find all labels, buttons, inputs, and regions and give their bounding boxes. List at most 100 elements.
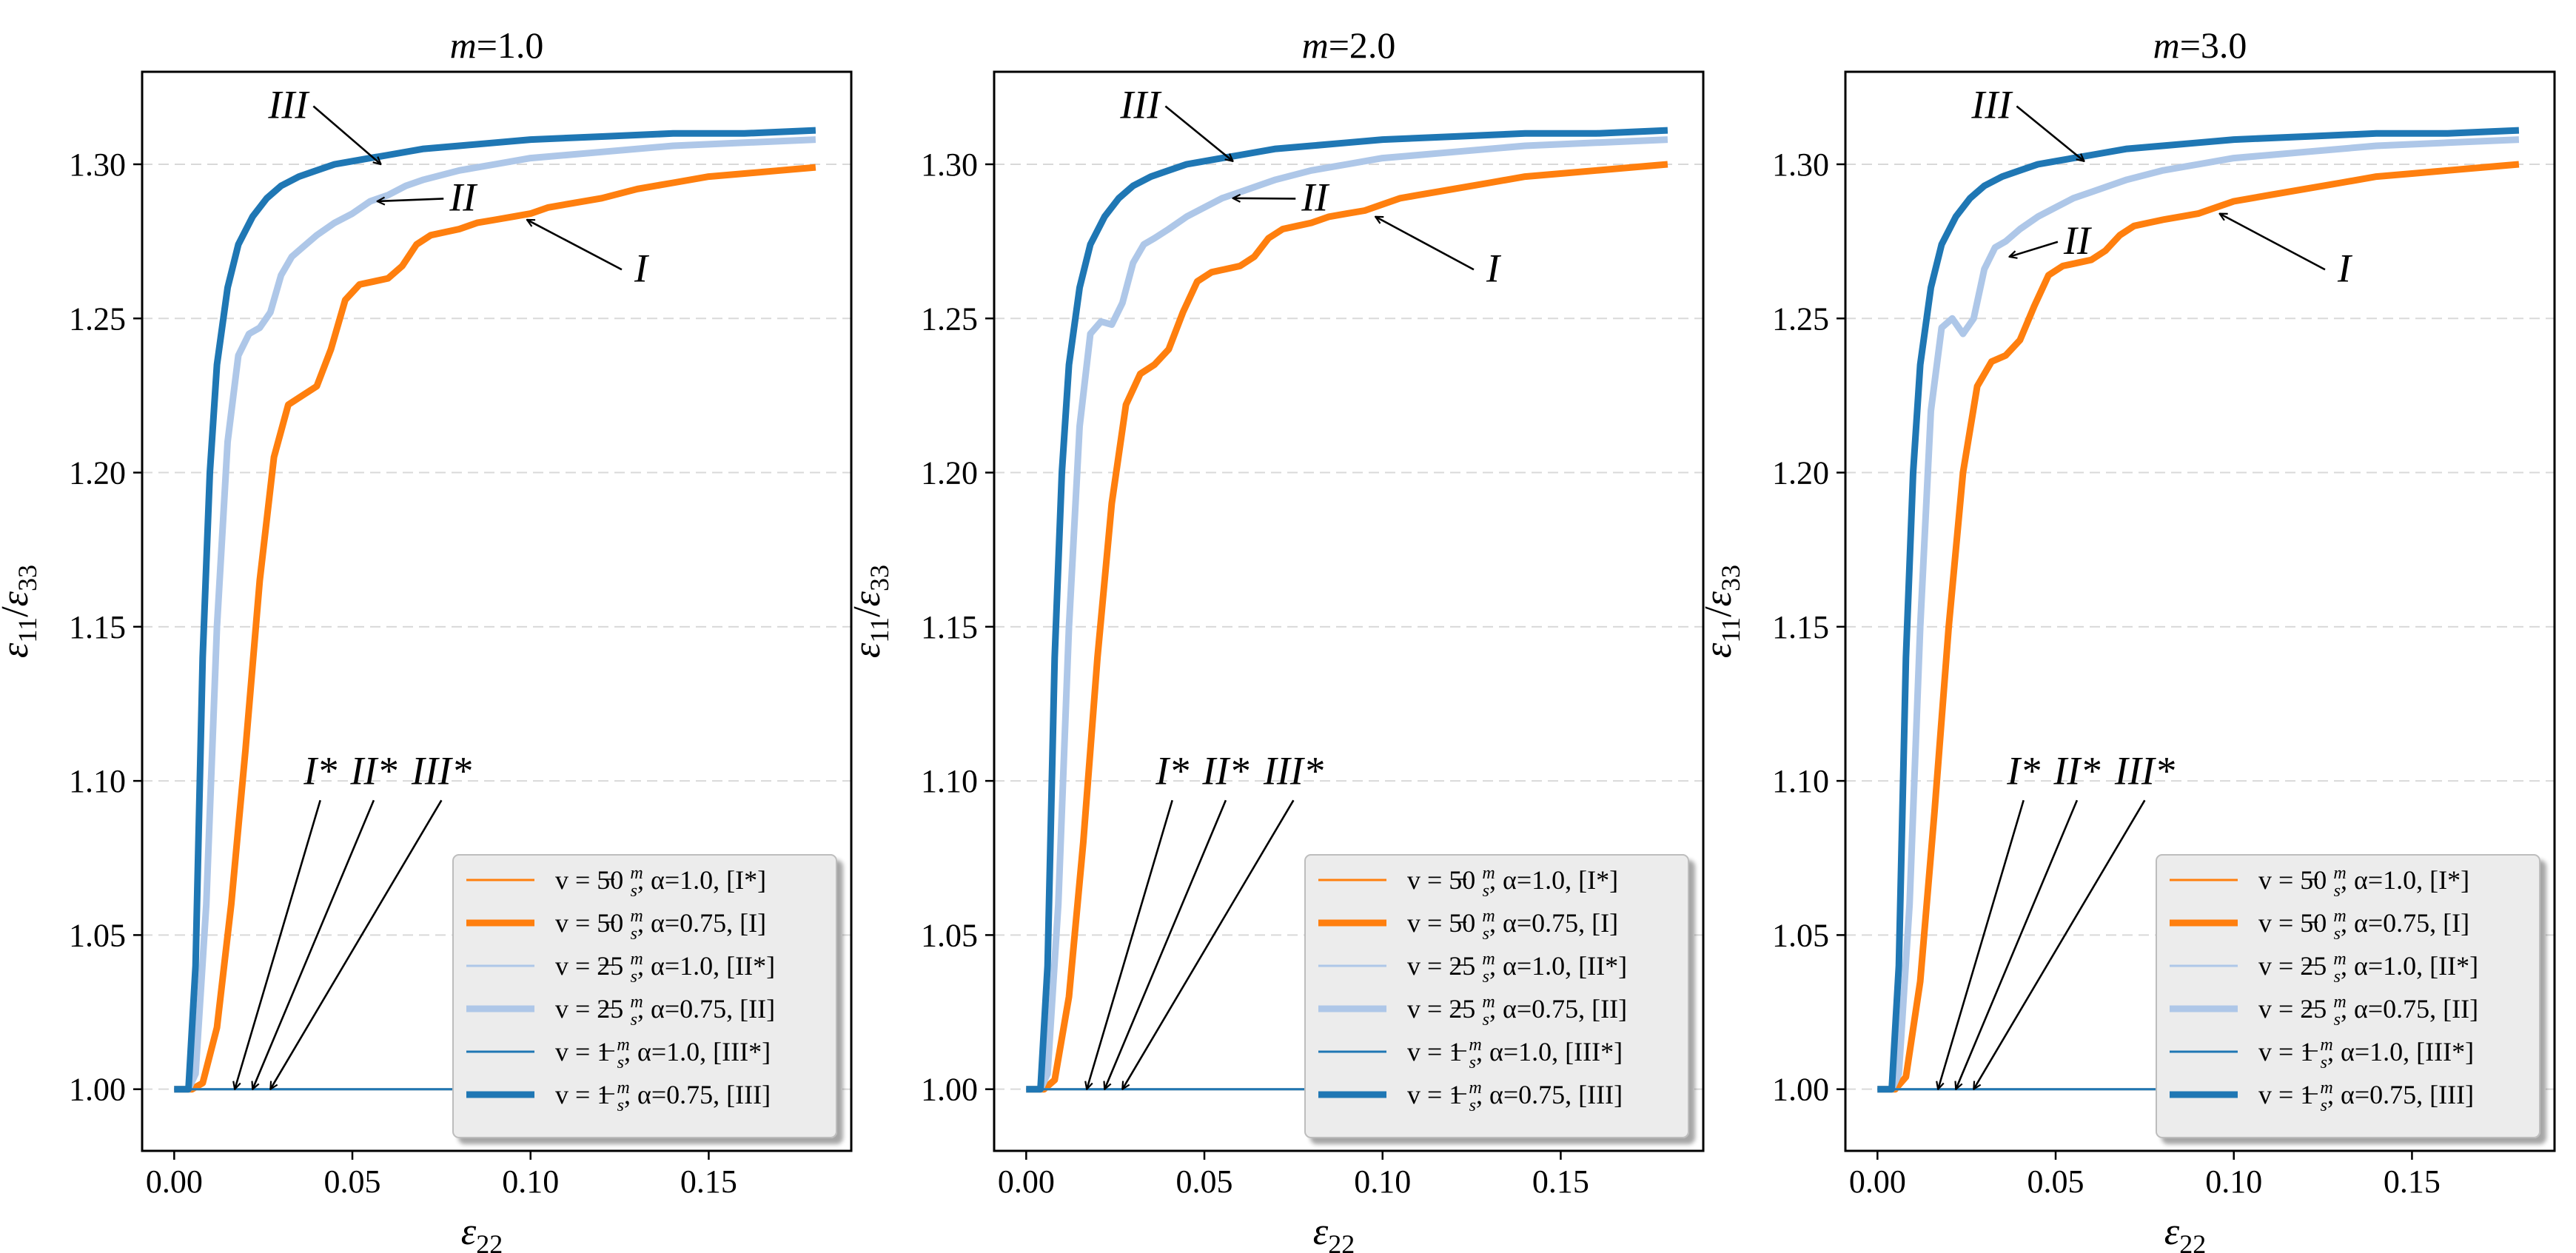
legend-unit-m: m — [1482, 864, 1495, 883]
legend-unit-m: m — [2333, 864, 2346, 883]
legend-unit-m: m — [2333, 950, 2346, 969]
legend-unit-s: s — [1483, 1010, 1489, 1029]
legend-entry: v = 1 m s, α=0.75, [III] — [555, 1078, 771, 1115]
legend-text-pre: v = 50 — [555, 908, 630, 938]
legend-entry: v = 25 m s, α=0.75, [II] — [2258, 992, 2478, 1029]
legend: v = 50 m s, α=1.0, [I*]v = 50 m s, α=0.75,… — [1304, 854, 1689, 1138]
x-label-sub: 22 — [2179, 1229, 2206, 1253]
title-value: =2.0 — [1329, 24, 1396, 66]
annotation-label: I* — [303, 748, 337, 793]
title-variable: m — [450, 24, 477, 66]
legend: v = 50 m s, α=1.0, [I*]v = 50 m s, α=0.75,… — [2156, 854, 2540, 1138]
y-tick-label: 1.30 — [921, 147, 978, 183]
y-tick-label: 1.20 — [1772, 455, 1829, 491]
series-line-6 — [174, 127, 816, 1093]
legend-entry: v = 1 m s, α=1.0, [III*] — [2258, 1035, 2474, 1072]
legend-entry: v = 25 m s, α=0.75, [II] — [555, 992, 775, 1029]
y-tick-label: 1.20 — [69, 455, 126, 491]
legend-text-post: , α=0.75, [I] — [1489, 908, 1618, 938]
legend-text-post: , α=1.0, [I*] — [637, 865, 766, 895]
annotation-arrow — [252, 799, 375, 1089]
annotation-arrow — [2016, 105, 2084, 161]
legend-text-post: , α=0.75, [III] — [624, 1080, 771, 1109]
annotation-label: II* — [1201, 748, 1249, 793]
y-tick-label: 1.00 — [1772, 1072, 1829, 1108]
panel-2: 1.00 1.05 1.10 1.15 1.20 1.25 1.30 0.00 0.05 0.10… — [846, 24, 1705, 1253]
x-tick-label: 0.05 — [2027, 1163, 2084, 1200]
y-tick-label: 1.10 — [921, 763, 978, 799]
panel-1: 1.00 1.05 1.10 1.15 1.20 1.25 1.30 0.00 0.05 0.10… — [0, 24, 853, 1253]
series-line-4 — [1877, 136, 2520, 1093]
series-line-4 — [174, 136, 816, 1093]
legend-unit-m: m — [2320, 1078, 2332, 1098]
annotation-label: I — [1486, 246, 1502, 290]
legend-text-post: , α=1.0, [I*] — [2341, 865, 2469, 895]
annotation-arrow — [1233, 198, 1296, 199]
legend-unit-s: s — [2334, 1010, 2341, 1029]
y-tick-label: 1.00 — [921, 1072, 978, 1108]
legend-text-post: , α=1.0, [III*] — [2327, 1037, 2474, 1066]
y-label-num-eps: ε — [0, 642, 36, 658]
x-tick-label: 0.00 — [1849, 1163, 1906, 1200]
legend-text-post: , α=0.75, [II] — [637, 994, 775, 1024]
annotation-label: III* — [411, 748, 472, 793]
x-label-eps: ε — [1313, 1211, 1329, 1253]
series-line-6 — [1877, 127, 2520, 1093]
annotation-arrow — [235, 799, 321, 1089]
annotation-label: I — [634, 246, 650, 290]
y-axis-label: ε11/ε33 — [846, 565, 894, 658]
legend-text-post: , α=1.0, [II*] — [637, 951, 775, 981]
y-label-num-eps: ε — [1697, 642, 1740, 658]
y-tick-label: 1.00 — [69, 1072, 126, 1108]
legend-entry: v = 1 m s, α=1.0, [III*] — [555, 1035, 771, 1072]
legend-text-pre: v = 50 — [2258, 865, 2333, 895]
legend-unit-m: m — [1482, 907, 1495, 926]
x-label-eps: ε — [461, 1211, 477, 1253]
series-line-4 — [1026, 136, 1668, 1093]
y-label-den-eps: ε — [846, 591, 888, 606]
legend-entry: v = 25 m s, α=1.0, [II*] — [555, 950, 775, 987]
y-label-slash: / — [1697, 606, 1740, 617]
series-line-2 — [1877, 161, 2520, 1093]
legend-unit-s: s — [2334, 881, 2341, 901]
annotation-arrow — [2009, 241, 2059, 257]
legend-unit-s: s — [2334, 924, 2341, 944]
plot-frame — [141, 70, 853, 1152]
legend-text-post: , α=1.0, [III*] — [624, 1037, 771, 1066]
legend-entry: v = 50 m s, α=1.0, [I*] — [1407, 864, 1618, 901]
x-tick-label: 0.05 — [324, 1163, 381, 1200]
legend-unit-s: s — [631, 881, 637, 901]
y-label-den-eps: ε — [0, 591, 36, 606]
legend-text-pre: v = 25 — [1407, 994, 1482, 1024]
annotation-label: III — [1970, 82, 2013, 127]
legend-entry: v = 50 m s, α=0.75, [I] — [2258, 907, 2469, 944]
legend-unit-s: s — [1469, 1096, 1476, 1115]
y-tick-label: 1.30 — [1772, 147, 1829, 183]
annotation-label: II* — [2053, 748, 2100, 793]
legend-unit-m: m — [630, 864, 643, 883]
y-tick-label: 1.10 — [1772, 763, 1829, 799]
legend-unit-m: m — [1469, 1078, 1481, 1098]
title-value: =1.0 — [477, 24, 544, 66]
panel-3: 1.00 1.05 1.10 1.15 1.20 1.25 1.30 0.00 0.05 0.10… — [1697, 24, 2556, 1253]
legend-text-pre: v = 1 — [1407, 1037, 1469, 1066]
x-tick-label: 0.10 — [2205, 1163, 2262, 1200]
legend-unit-s: s — [1483, 881, 1489, 901]
title-value: =3.0 — [2180, 24, 2247, 66]
y-label-num-sub: 11 — [1716, 617, 1745, 643]
legend-unit-m: m — [2320, 1035, 2332, 1055]
y-tick-label: 1.10 — [69, 763, 126, 799]
legend-entry: v = 50 m s, α=0.75, [I] — [1407, 907, 1618, 944]
legend-unit-s: s — [1483, 967, 1489, 987]
annotation-arrow — [1087, 799, 1173, 1089]
y-axis-label: ε11/ε33 — [0, 565, 42, 658]
y-tick-label: 1.25 — [1772, 300, 1829, 337]
panel-title: m=1.0 — [450, 24, 544, 66]
y-label-slash: / — [0, 606, 36, 617]
legend-unit-s: s — [617, 1053, 624, 1072]
annotation-label: II — [1301, 175, 1330, 219]
legend-text-pre: v = 50 — [1407, 865, 1482, 895]
x-tick-label: 0.15 — [2384, 1163, 2441, 1200]
legend-entry: v = 1 m s, α=0.75, [III] — [1407, 1078, 1623, 1115]
